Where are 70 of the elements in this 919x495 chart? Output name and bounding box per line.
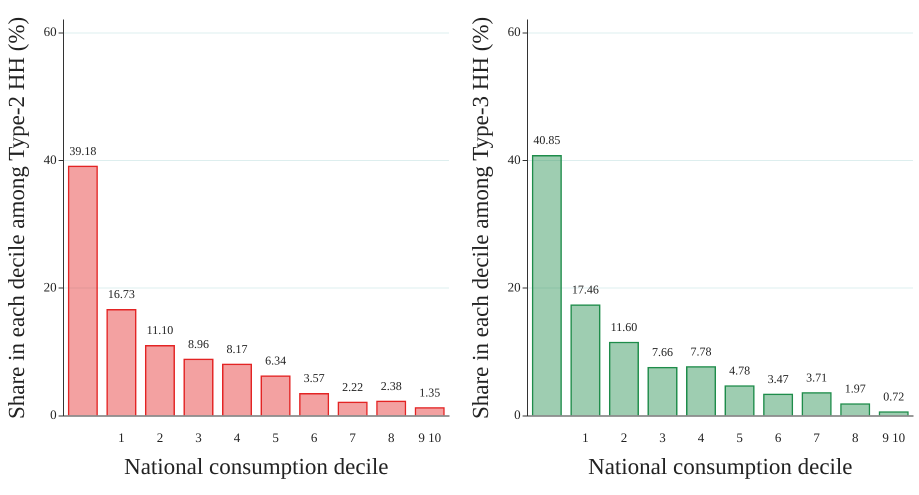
bar [686, 366, 716, 416]
y-axis-title: Share in each decile among Type-3 HH (%) [468, 16, 493, 420]
x-tick-label: 3 [195, 430, 202, 446]
bar [763, 394, 794, 416]
bar [840, 403, 870, 416]
data-label: 0.72 [883, 389, 904, 404]
data-label: 7.66 [652, 345, 673, 360]
data-label: 40.85 [533, 133, 560, 148]
bar [183, 358, 214, 416]
bar [144, 344, 175, 416]
data-label: 11.60 [610, 320, 638, 334]
x-tick-label: 1 [582, 430, 589, 446]
bar [260, 375, 291, 416]
data-label: 17.46 [572, 282, 599, 296]
x-tick-label: 7 [349, 430, 356, 446]
data-label: 3.57 [304, 371, 325, 386]
y-tick-label: 20 [508, 280, 521, 295]
x-tick-label: 3 [659, 430, 666, 446]
y-tick-label: 60 [508, 24, 521, 40]
data-label: 4.78 [729, 363, 750, 378]
x-tick-label: 8 [852, 430, 858, 446]
data-label: 2.22 [342, 380, 364, 394]
x-tick-label: 5 [272, 430, 279, 446]
y-tick-label: 40 [44, 152, 57, 167]
data-label: 6.34 [265, 353, 286, 368]
bar [802, 392, 832, 416]
x-tick-label: 6 [774, 430, 782, 446]
bar [222, 364, 252, 416]
y-axis-title: Share in each decile among Type-2 HH (%) [4, 16, 29, 420]
x-tick-label: 9 10 [882, 430, 906, 446]
bar [106, 309, 136, 416]
x-axis-title: National consumption decile [588, 454, 853, 480]
y-tick-label: 0 [50, 407, 57, 422]
x-tick-label: 5 [736, 430, 743, 446]
x-tick-label: 8 [388, 430, 394, 446]
x-tick-label: 6 [310, 430, 318, 446]
x-tick-label: 2 [156, 430, 164, 446]
y-tick-label: 20 [44, 280, 57, 295]
bar [608, 342, 639, 416]
bar [570, 304, 600, 416]
bar [338, 402, 368, 416]
x-tick-label: 7 [813, 430, 820, 446]
bar [299, 393, 330, 416]
x-tick-label: 1 [118, 430, 125, 446]
bar [376, 400, 406, 416]
data-label: 2.38 [380, 378, 402, 393]
x-axis-title: National consumption decile [124, 454, 389, 480]
bar [647, 366, 678, 416]
bar [414, 407, 445, 416]
data-label: 39.18 [69, 144, 96, 158]
data-label: 1.97 [844, 381, 866, 396]
x-tick-label: 9 10 [418, 430, 442, 446]
data-label: 8.17 [226, 342, 248, 356]
bar [878, 411, 909, 416]
data-label: 8.96 [188, 336, 209, 351]
x-tick-label: 4 [234, 430, 241, 446]
y-tick-label: 0 [514, 407, 521, 422]
data-label: 3.47 [768, 372, 789, 386]
data-label: 1.35 [419, 385, 440, 400]
data-label: 11.10 [146, 323, 174, 338]
y-tick-label: 60 [44, 24, 57, 40]
data-label: 7.78 [690, 344, 712, 358]
x-tick-label: 4 [698, 430, 705, 446]
bar [68, 166, 98, 416]
x-tick-label: 2 [620, 430, 628, 446]
data-label: 16.73 [108, 287, 135, 302]
data-label: 3.71 [806, 370, 828, 384]
y-tick-label: 40 [508, 152, 521, 167]
bar [724, 385, 755, 416]
bar [532, 155, 562, 416]
